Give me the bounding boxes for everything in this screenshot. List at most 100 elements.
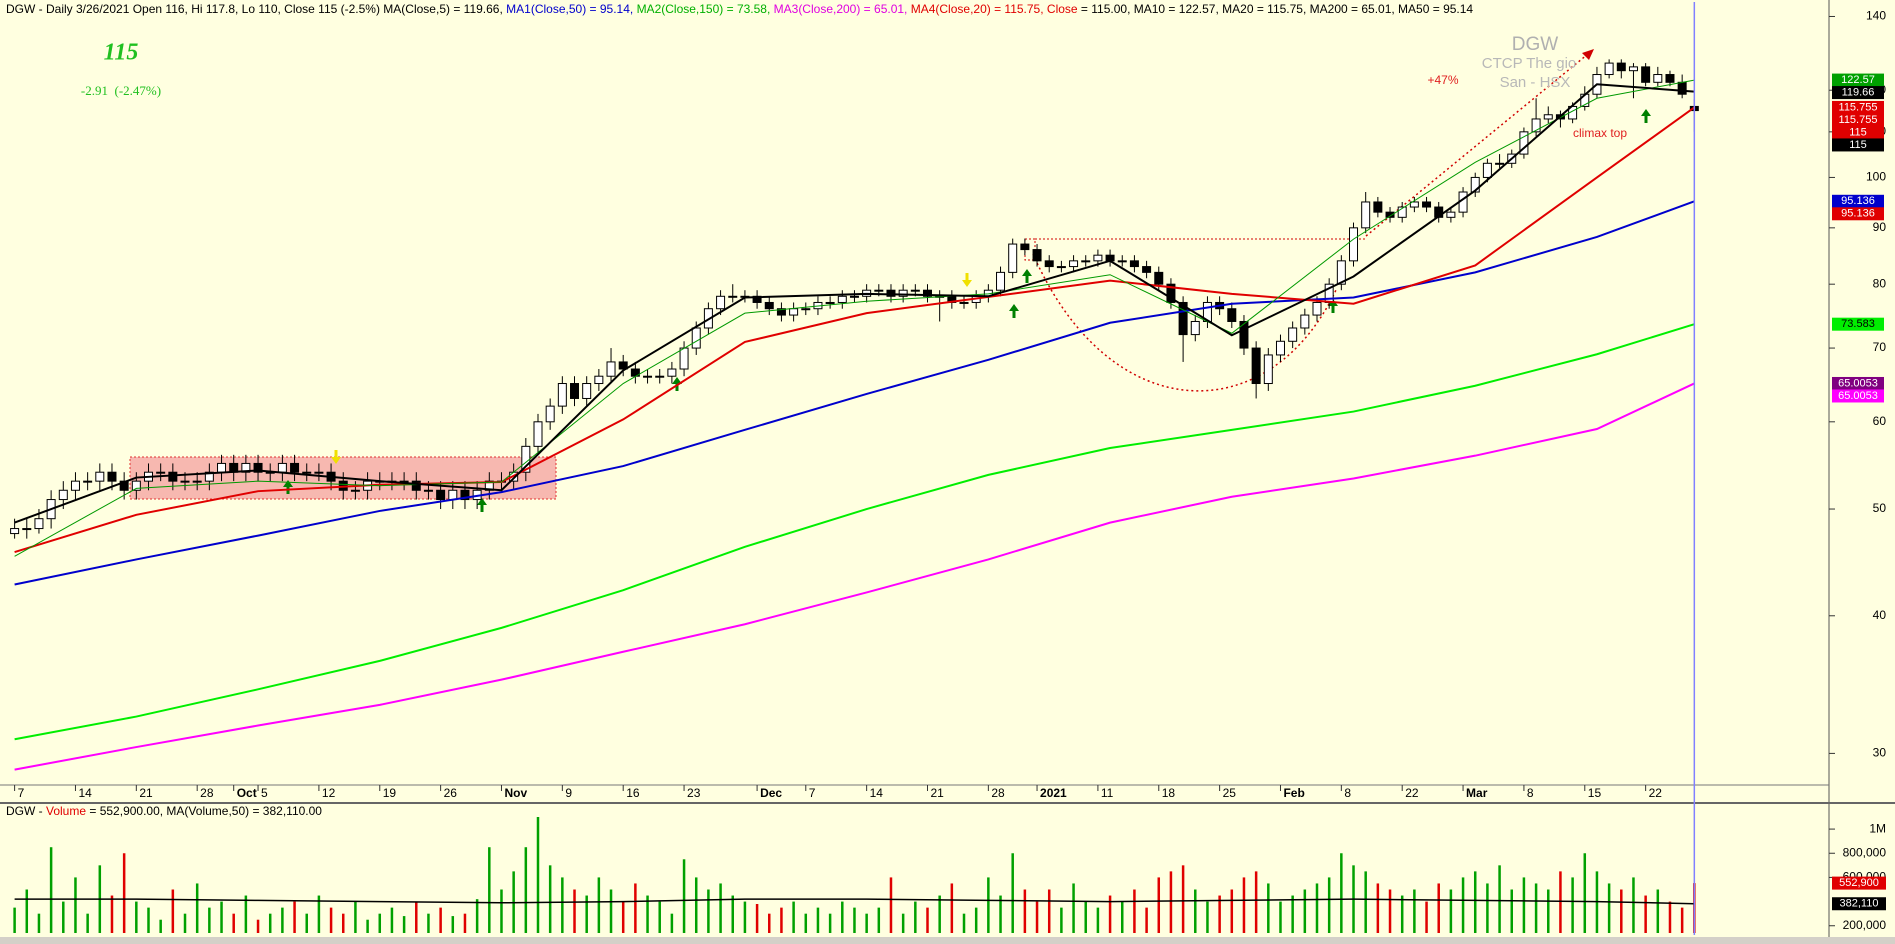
- sell-arrow: [331, 450, 341, 464]
- volume-bar: [1425, 901, 1428, 933]
- candle-body: [192, 480, 202, 483]
- candle-body: [1409, 201, 1419, 208]
- volume-bar: [670, 913, 674, 933]
- header-segment: DGW -: [6, 804, 46, 818]
- volume-tag: [1832, 876, 1886, 890]
- ma-line: [14, 323, 1695, 741]
- price-tag-label: 65.0053: [1838, 390, 1878, 402]
- price-tag: [1832, 113, 1884, 127]
- volume-bar: [1644, 895, 1647, 933]
- volume-bar: [962, 913, 966, 933]
- candle-body: [1531, 118, 1541, 133]
- x-tick-label: Feb: [1283, 786, 1304, 800]
- volume-bar: [1108, 895, 1112, 933]
- volume-bar: [171, 889, 175, 933]
- y-tick-label: 70: [1873, 340, 1887, 354]
- y-tick-label: 40: [1873, 608, 1887, 622]
- candle-body: [849, 295, 859, 298]
- volume-bar: [232, 913, 235, 933]
- candle-body: [1275, 340, 1285, 356]
- volume-bar: [1291, 895, 1294, 933]
- candle-body: [1641, 66, 1651, 83]
- buy-arrow: [1022, 269, 1032, 283]
- candle-body: [1543, 114, 1553, 120]
- candle-body: [1495, 162, 1505, 165]
- y-tick-label: 800,000: [1843, 845, 1887, 859]
- candle-body: [825, 301, 835, 304]
- x-tick-label: 12: [322, 786, 336, 800]
- candle-body: [1178, 301, 1188, 336]
- sell-arrow: [962, 273, 972, 287]
- volume-bar: [999, 895, 1002, 933]
- candle-body: [1677, 81, 1687, 95]
- price-tag-label: 115: [1849, 126, 1867, 138]
- candle-body: [1482, 162, 1492, 178]
- volume-bar: [1607, 883, 1611, 933]
- volume-bar: [707, 889, 710, 933]
- volume-bar: [1583, 853, 1587, 933]
- price-tag: [1832, 100, 1884, 114]
- volume-bar: [1145, 907, 1148, 933]
- candle-body: [533, 421, 543, 447]
- volume-bar: [524, 847, 528, 933]
- volume-bar: [1242, 877, 1246, 933]
- candle-body: [253, 462, 263, 473]
- watermark-company: CTCP The gio: [1482, 55, 1577, 72]
- price-tag-label: 115.755: [1839, 101, 1878, 113]
- ma-line: [14, 79, 1695, 557]
- candle-body: [1519, 131, 1529, 155]
- volume-bar: [853, 907, 856, 933]
- candle-body: [460, 489, 470, 501]
- candle-body: [1361, 201, 1371, 229]
- candle-body: [314, 471, 324, 474]
- candle-body: [302, 471, 312, 474]
- candle-body: [1300, 314, 1310, 329]
- candle-body: [58, 489, 68, 501]
- candle-body: [716, 295, 726, 310]
- candle-body: [107, 471, 117, 482]
- volume-bar: [938, 895, 941, 933]
- volume-bar: [974, 907, 978, 933]
- volume-bar: [329, 907, 333, 933]
- volume-bar: [366, 919, 369, 933]
- header-segment: MA3(Close,200) = 65.01,: [774, 2, 911, 16]
- candle-body: [22, 528, 32, 531]
- ma-line: [14, 106, 1695, 554]
- header-segment: Volume: [46, 804, 86, 818]
- volume-bar: [208, 907, 211, 933]
- volume-bar: [1522, 877, 1526, 933]
- volume-bar: [281, 907, 284, 933]
- plot-layer: [10, 2, 1699, 935]
- candle-body: [545, 405, 555, 423]
- volume-bar: [1303, 889, 1307, 933]
- volume-bar: [755, 904, 759, 933]
- candle-body: [764, 301, 774, 310]
- candle-body: [570, 383, 580, 399]
- candle-body: [1373, 201, 1383, 213]
- candle-body: [448, 489, 458, 501]
- candle-body: [1422, 201, 1432, 208]
- header-segment: MA2(Close,150) = 73.58,: [637, 2, 774, 16]
- volume-bar: [220, 901, 223, 933]
- volume-bar: [256, 919, 260, 933]
- candle-body: [728, 295, 738, 298]
- volume-bar: [1267, 883, 1270, 933]
- volume-tag-label: 552,900: [1839, 877, 1879, 889]
- x-tick-label: 2021: [1040, 786, 1067, 800]
- x-tick-label: 19: [383, 786, 397, 800]
- volume-bar: [731, 895, 734, 933]
- candle-body: [70, 480, 80, 491]
- price-tag-label: 119.66: [1842, 86, 1875, 98]
- candle-body: [1336, 260, 1346, 285]
- x-tick-label: 18: [1162, 786, 1176, 800]
- volume-bar: [1181, 865, 1185, 933]
- volume-bar: [743, 901, 747, 933]
- volume-bar: [378, 913, 382, 933]
- candle-body: [1288, 327, 1298, 342]
- volume-bar: [768, 913, 771, 933]
- price-tag-label: 95.136: [1841, 195, 1875, 207]
- x-tick-label: 28: [991, 786, 1005, 800]
- volume-bar: [1327, 877, 1331, 933]
